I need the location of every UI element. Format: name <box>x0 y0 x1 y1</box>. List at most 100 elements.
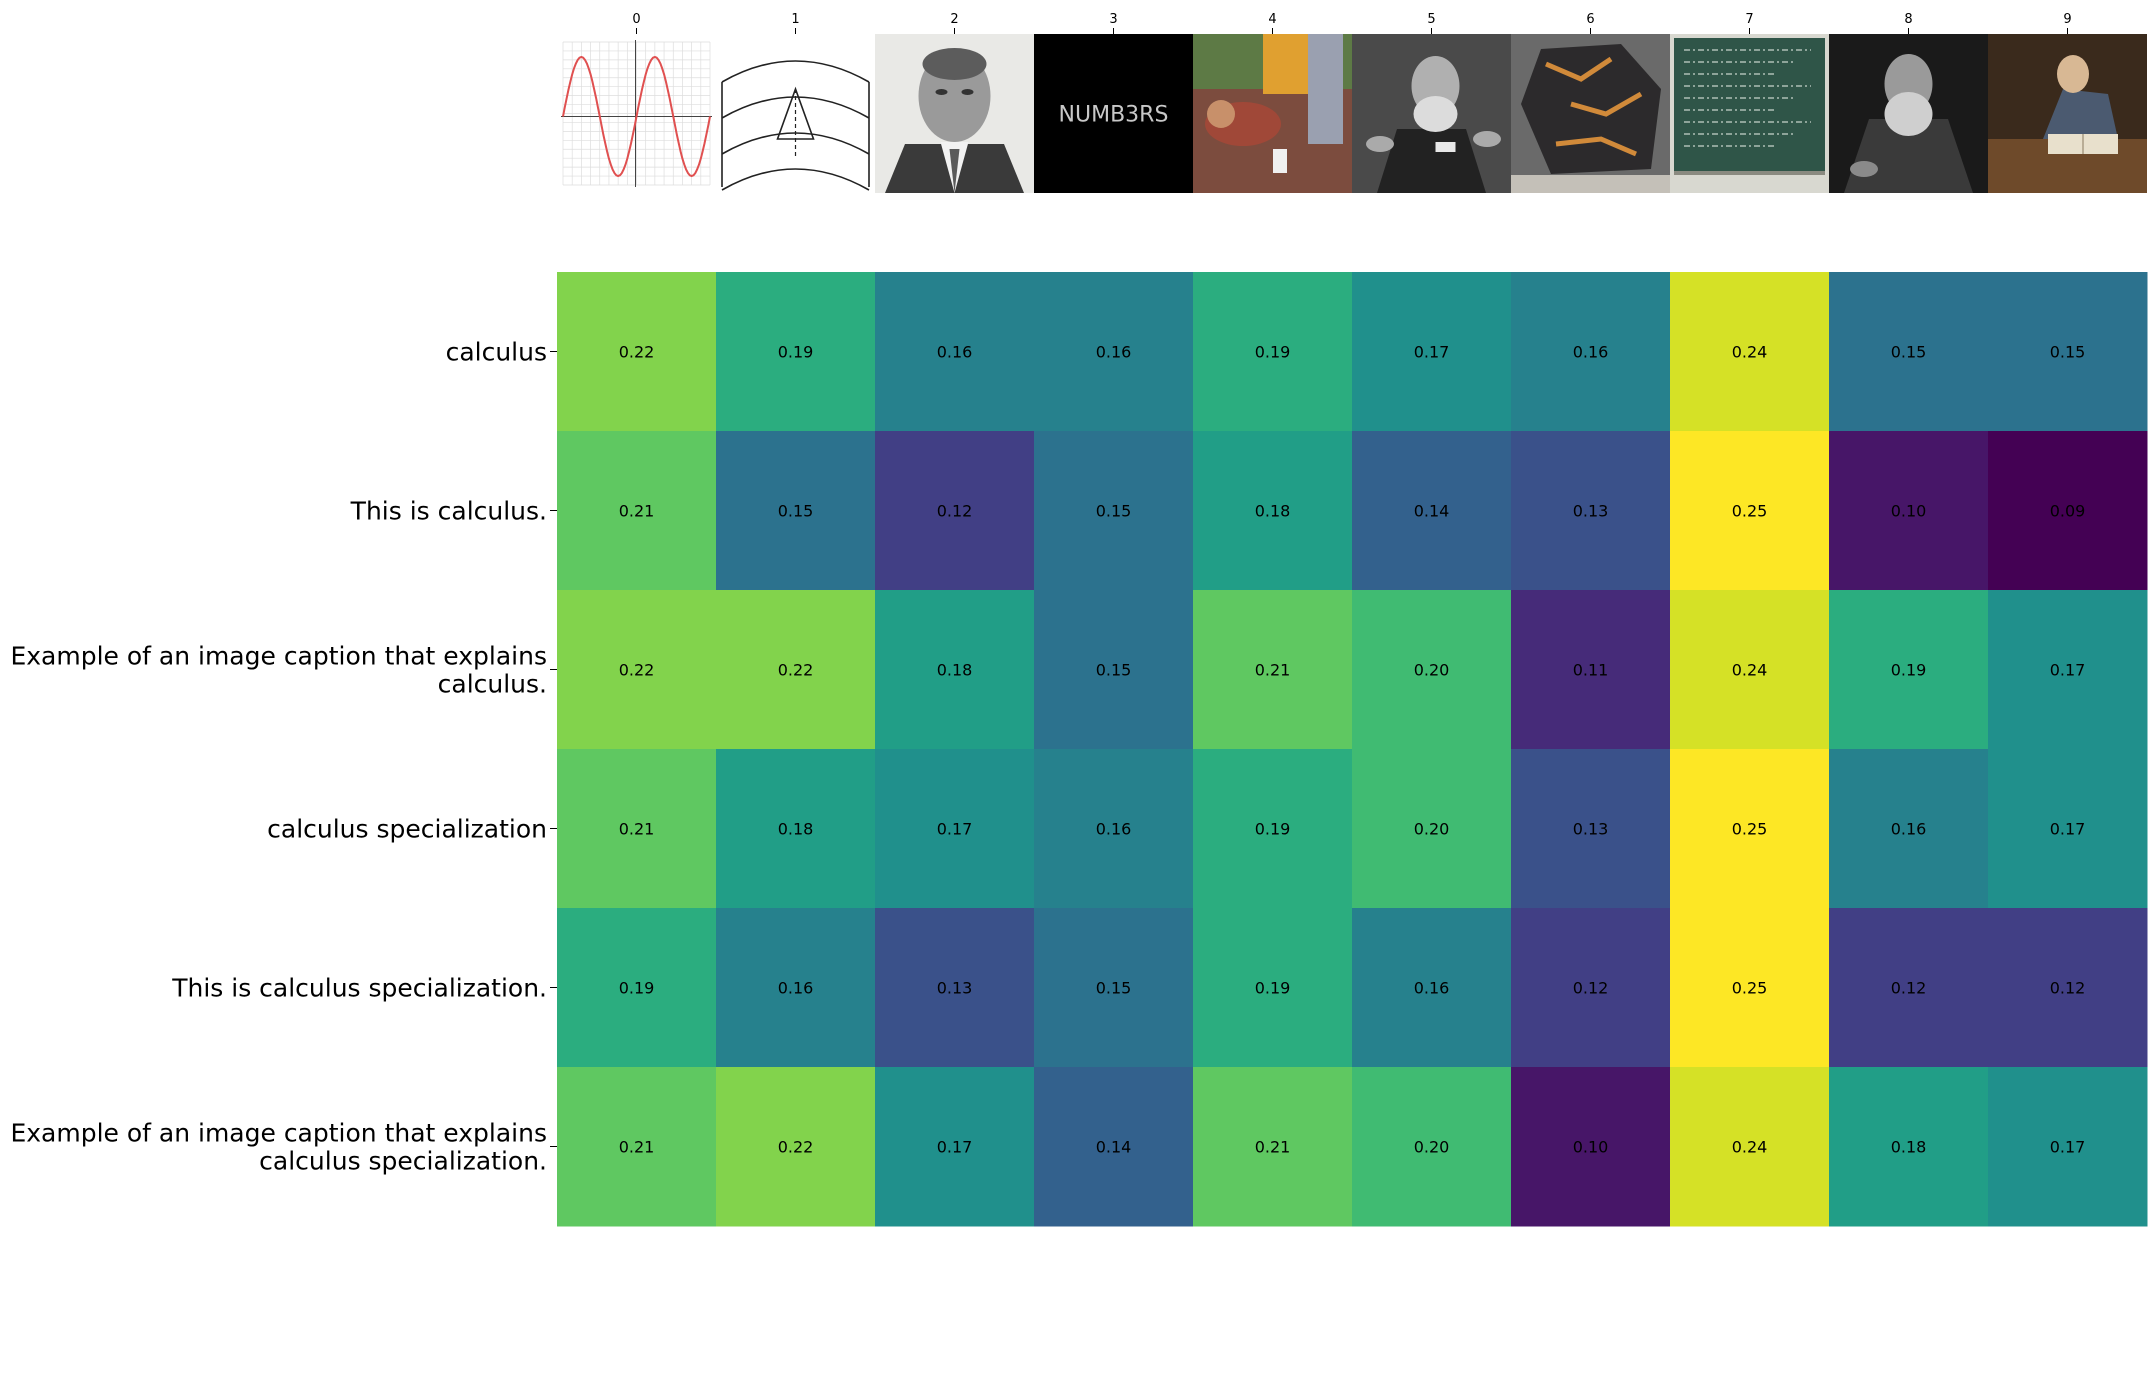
heatmap-cell <box>557 1067 717 1227</box>
heatmap-cell <box>1511 908 1671 1068</box>
cell-value-label: 0.09 <box>2050 502 2086 521</box>
heatmap-cell <box>1670 590 1830 750</box>
cell-value-label: 0.12 <box>1891 979 1927 998</box>
heatmap-cell <box>1670 908 1830 1068</box>
cell-value-label: 0.15 <box>1096 979 1132 998</box>
cell-value-label: 0.18 <box>1255 502 1291 521</box>
heatmap-cell <box>1670 272 1830 432</box>
heatmap-cell <box>1193 431 1353 591</box>
cell-value-label: 0.25 <box>1732 820 1768 839</box>
cell-value-label: 0.15 <box>778 502 814 521</box>
cell-value-label: 0.16 <box>1096 820 1132 839</box>
cell-value-label: 0.22 <box>619 661 655 680</box>
cell-value-label: 0.16 <box>778 979 814 998</box>
column-index-label: 6 <box>1586 12 1594 27</box>
heatmap-cell <box>875 272 1035 432</box>
heatmap-cell <box>1034 431 1194 591</box>
heatmap-cell <box>716 272 876 432</box>
cell-value-label: 0.21 <box>1255 1138 1291 1157</box>
man-reading-book-painting-thumbnail <box>1988 34 2147 193</box>
heatmap-cell <box>1193 908 1353 1068</box>
numb3rs-title-card-thumbnail: NUMB3RS <box>1034 34 1193 193</box>
heatmap-cell <box>1829 431 1989 591</box>
cell-value-label: 0.16 <box>1096 343 1132 362</box>
heatmap-cell <box>875 908 1035 1068</box>
cell-value-label: 0.19 <box>1891 661 1927 680</box>
heatmap-cell <box>1034 272 1194 432</box>
heatmap-cell <box>557 908 717 1068</box>
heatmap-cell <box>1670 1067 1830 1227</box>
cell-value-label: 0.12 <box>937 502 973 521</box>
cell-value-label: 0.15 <box>1096 661 1132 680</box>
cell-value-label: 0.19 <box>619 979 655 998</box>
cell-value-label: 0.19 <box>1255 979 1291 998</box>
cell-value-label: 0.21 <box>1255 661 1291 680</box>
cell-value-label: 0.21 <box>619 820 655 839</box>
heatmap-labels: 0.22 0.19 0.16 0.16 0.19 0.17 0.16 0.24 0.15 0.15… <box>10 12 2085 1176</box>
heatmap-cell <box>1352 431 1512 591</box>
heatmap-cell <box>1829 908 1989 1068</box>
heatmap-cell <box>1829 272 1989 432</box>
column-index-label: 3 <box>1109 12 1117 27</box>
cell-value-label: 0.24 <box>1732 343 1768 362</box>
column-index-label: 9 <box>2063 12 2071 27</box>
heatmap-cell <box>1352 749 1512 909</box>
cell-value-label: 0.19 <box>778 343 814 362</box>
cell-value-label: 0.17 <box>937 820 973 839</box>
cell-value-label: 0.25 <box>1732 502 1768 521</box>
heatmap-cell <box>1352 908 1512 1068</box>
cell-value-label: 0.13 <box>1573 820 1609 839</box>
column-index-label: 1 <box>791 12 799 27</box>
heatmap-cell <box>1511 590 1671 750</box>
cell-value-label: 0.18 <box>1891 1138 1927 1157</box>
bearded-man-lecturing-photo-thumbnail <box>1352 34 1511 193</box>
cell-value-label: 0.16 <box>1414 979 1450 998</box>
cell-value-label: 0.21 <box>619 502 655 521</box>
cell-value-label: 0.10 <box>1891 502 1927 521</box>
cell-value-label: 0.14 <box>1096 1138 1132 1157</box>
heatmap-cell <box>1034 590 1194 750</box>
column-thumbnails: NUMB3RS <box>557 34 2147 193</box>
bearded-man-portrait-painting-thumbnail <box>1829 34 1988 193</box>
cell-value-label: 0.24 <box>1732 661 1768 680</box>
cell-value-label: 0.16 <box>1891 820 1927 839</box>
heatmap-cell <box>716 431 876 591</box>
heatmap-cells <box>557 272 2148 1227</box>
cell-value-label: 0.22 <box>619 343 655 362</box>
cell-value-label: 0.20 <box>1414 820 1450 839</box>
row-label: calculus <box>446 338 547 367</box>
cell-value-label: 0.15 <box>1891 343 1927 362</box>
heatmap-cell <box>1829 1067 1989 1227</box>
heatmap-cell <box>875 1067 1035 1227</box>
cell-value-label: 0.17 <box>2050 1138 2086 1157</box>
row-label: This is calculus specialization. <box>171 974 547 1003</box>
column-index-label: 0 <box>632 12 640 27</box>
cell-value-label: 0.17 <box>2050 661 2086 680</box>
chalkboard-equations-photo-thumbnail <box>1670 34 1829 193</box>
cell-value-label: 0.17 <box>2050 820 2086 839</box>
heatmap-cell <box>1511 431 1671 591</box>
heatmap-cell <box>1193 272 1353 432</box>
cell-value-label: 0.11 <box>1573 661 1609 680</box>
cell-value-label: 0.17 <box>1414 343 1450 362</box>
heatmap-cell <box>1670 749 1830 909</box>
cell-value-label: 0.20 <box>1414 1138 1450 1157</box>
column-index-label: 5 <box>1427 12 1435 27</box>
heatmap-cell <box>1988 908 2148 1068</box>
row-label: Example of an image caption that explain… <box>10 1119 547 1176</box>
heatmap-cell <box>557 431 717 591</box>
row-label: This is calculus. <box>350 497 547 526</box>
heatmap-cell <box>1988 1067 2148 1227</box>
heatmap-cell <box>1352 590 1512 750</box>
heatmap-cell <box>875 749 1035 909</box>
heatmap-cell <box>1034 908 1194 1068</box>
cell-value-label: 0.10 <box>1573 1138 1609 1157</box>
heatmap-cell <box>1034 1067 1194 1227</box>
row-label: Example of an image caption that explain… <box>10 642 547 699</box>
sine-wave-graph-thumbnail <box>557 34 716 193</box>
heatmap-cell <box>1193 590 1353 750</box>
cell-value-label: 0.15 <box>2050 343 2086 362</box>
cell-value-label: 0.19 <box>1255 820 1291 839</box>
person-on-ground-photo-thumbnail <box>1193 34 1352 193</box>
